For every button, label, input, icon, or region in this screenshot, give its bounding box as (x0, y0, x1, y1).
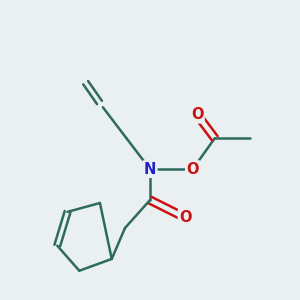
Text: O: O (179, 210, 192, 225)
Text: O: O (191, 107, 203, 122)
Text: N: N (144, 162, 156, 177)
Text: O: O (186, 162, 199, 177)
